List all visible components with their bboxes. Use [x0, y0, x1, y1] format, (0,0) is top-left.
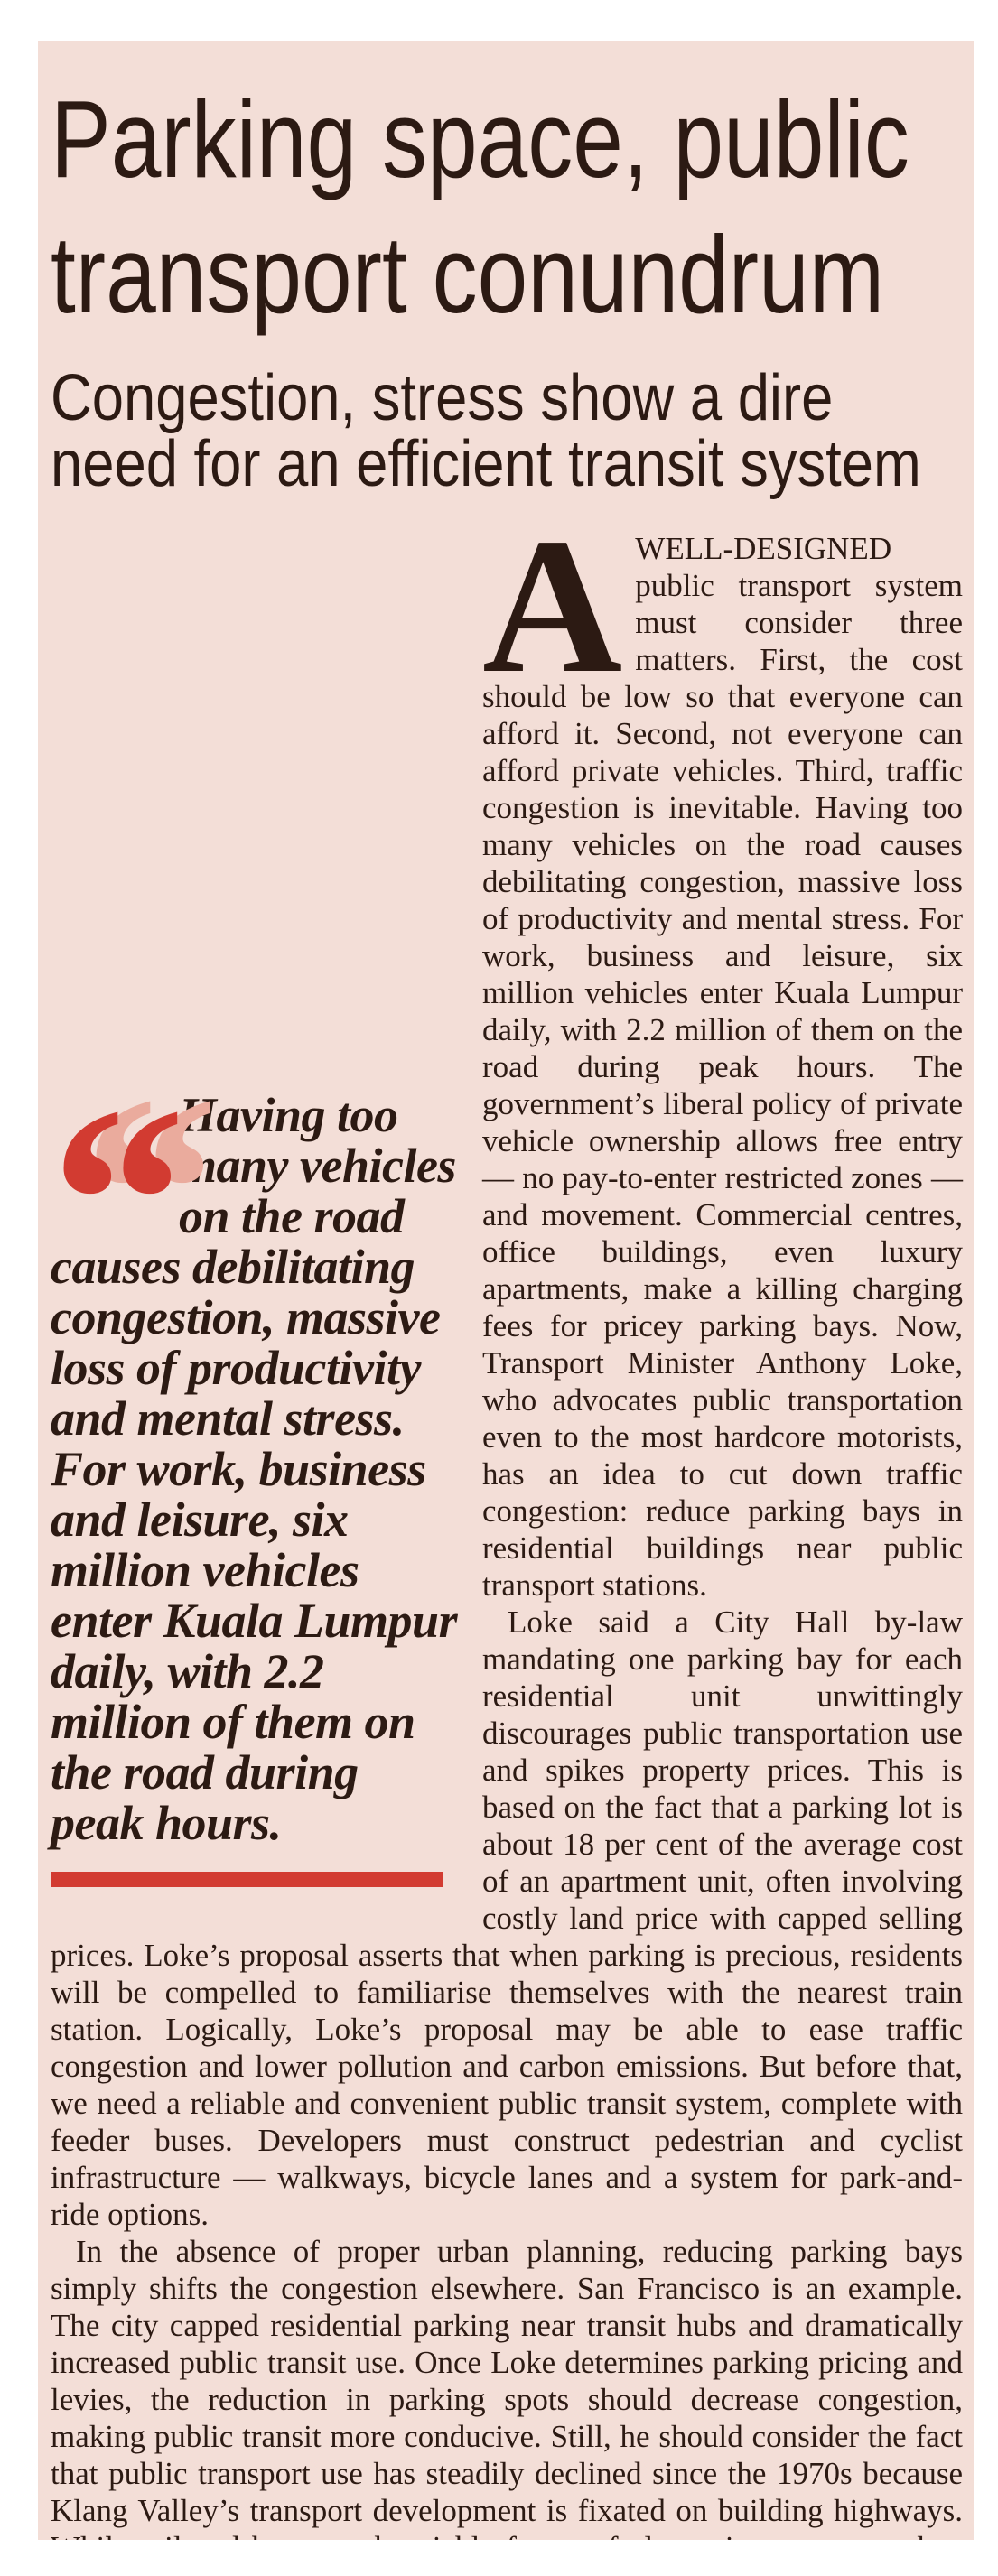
newspaper-article-panel: Parking space, public transport conundru… — [38, 41, 974, 2540]
double-quote-icon: “ “ — [51, 1040, 219, 1351]
drop-cap: A — [482, 498, 623, 713]
lead-paragraph: A WELL-DESIGNED public transport system m… — [51, 498, 963, 1604]
headline: Parking space, public transport conundru… — [51, 71, 963, 342]
quote-glyph-shadow: “ — [83, 1040, 219, 1340]
subheadline-line-2: need for an efficient transit system — [51, 428, 921, 500]
double-quote-icon-svg: “ “ — [51, 1040, 219, 1351]
subheadline: Congestion, stress show a dire need for … — [51, 366, 963, 498]
pull-quote-rule — [51, 1872, 443, 1887]
lead-paragraph-text: WELL-DESIGNED public transport system mu… — [482, 531, 963, 1603]
headline-line-2: transport conundrum — [51, 213, 885, 336]
paragraph-2: Loke said a City Hall by-law mandating o… — [51, 1604, 963, 2232]
pull-quote: “ “ Having too many vehicles on the road… — [51, 1040, 459, 1887]
subheadline-line-1: Congestion, stress show a dire — [51, 362, 834, 434]
pull-quote-text: Having too many vehicles on the road cau… — [51, 1088, 458, 1850]
article-body: “ “ Having too many vehicles on the road… — [51, 498, 963, 2540]
headline-line-1: Parking space, public — [51, 78, 909, 200]
quote-glyph-main: “ — [51, 1051, 186, 1351]
paragraph-3: In the absence of proper urban planning,… — [51, 2234, 963, 2540]
